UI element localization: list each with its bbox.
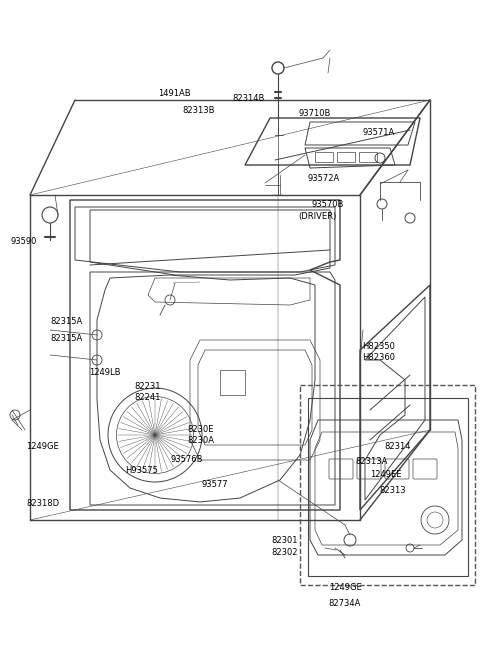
Text: 93576B: 93576B [170, 455, 203, 464]
Text: 82318D: 82318D [26, 499, 60, 508]
Text: 1249LB: 1249LB [89, 368, 120, 377]
Text: 93710B: 93710B [299, 109, 331, 118]
Bar [315, 152, 333, 162]
Text: 82231: 82231 [134, 382, 161, 391]
Text: 93570B: 93570B [311, 200, 343, 209]
Text: H82360: H82360 [362, 353, 396, 362]
Text: 82241: 82241 [134, 393, 161, 402]
Text: H93575: H93575 [125, 466, 157, 475]
Text: H82350: H82350 [362, 342, 395, 351]
Bar [359, 152, 377, 162]
Text: 82302: 82302 [271, 548, 298, 557]
Text: 82313A: 82313A [355, 457, 387, 466]
Text: 82313: 82313 [379, 486, 406, 495]
Text: 82313B: 82313B [182, 106, 215, 115]
Text: 1249GE: 1249GE [329, 583, 361, 592]
Bar [308, 398, 468, 576]
Text: 82734A: 82734A [329, 599, 361, 608]
Text: 8230A: 8230A [187, 436, 214, 445]
Text: 82315A: 82315A [50, 317, 83, 326]
Text: 8230E: 8230E [187, 425, 214, 434]
Text: 82315A: 82315A [50, 334, 83, 343]
Bar [337, 152, 355, 162]
Text: (DRIVER): (DRIVER) [299, 212, 337, 221]
Bar [300, 385, 475, 585]
Text: 82314: 82314 [384, 441, 410, 451]
Text: 93590: 93590 [11, 237, 37, 246]
Text: 93571A: 93571A [362, 128, 395, 137]
Text: 1491AB: 1491AB [158, 89, 191, 98]
Text: 93577: 93577 [202, 480, 228, 489]
Text: 82301: 82301 [271, 536, 298, 545]
Text: 1249GE: 1249GE [26, 441, 59, 451]
Text: 1249EE: 1249EE [370, 470, 401, 480]
Text: 93572A: 93572A [307, 174, 339, 183]
Text: 82314B: 82314B [233, 94, 265, 103]
